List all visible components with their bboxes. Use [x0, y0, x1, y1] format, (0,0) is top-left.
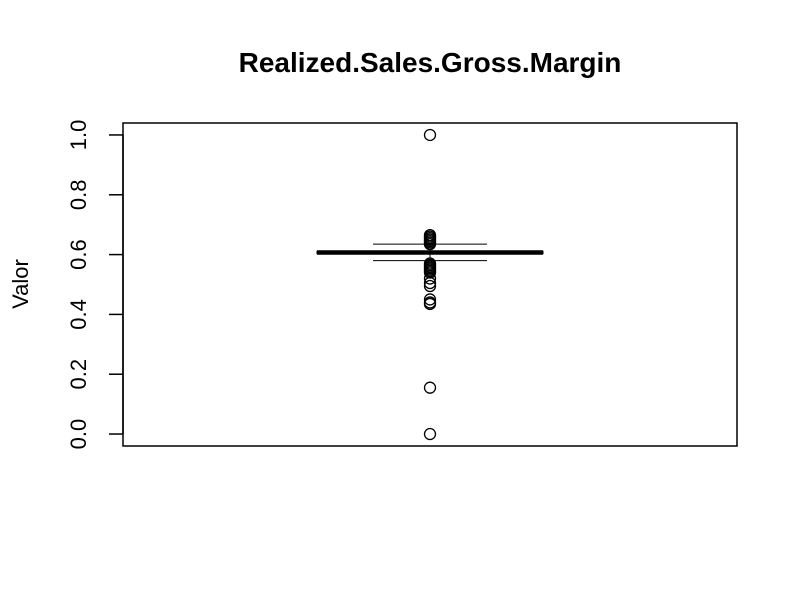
outlier-point: [423, 297, 437, 311]
y-tick-label: 0.0: [66, 419, 91, 450]
outlier-point: [423, 279, 437, 293]
y-axis-label: Valor: [8, 259, 33, 309]
y-tick-label: 1.0: [66, 120, 91, 151]
y-tick-label: 0.8: [66, 179, 91, 210]
chart-title: Realized.Sales.Gross.Margin: [239, 47, 622, 78]
y-axis: 0.0 0.2 0.4 0.6 0.8 1.0: [66, 120, 124, 450]
outlier-point: [423, 427, 437, 441]
y-tick-label: 0.6: [66, 239, 91, 270]
outlier-point: [423, 381, 437, 394]
y-tick-label: 0.2: [66, 359, 91, 390]
outlier-point: [423, 128, 437, 142]
outlier-point: [423, 293, 437, 306]
outlier-point: [423, 237, 437, 251]
y-tick-label: 0.4: [66, 299, 91, 330]
outlier-point: [423, 276, 437, 290]
outlier-group: [423, 128, 437, 441]
outlier-point: [423, 272, 437, 285]
